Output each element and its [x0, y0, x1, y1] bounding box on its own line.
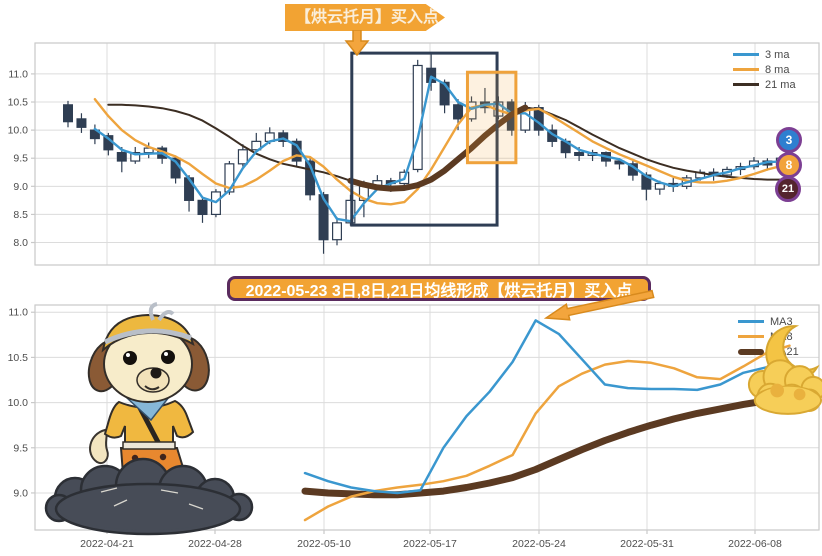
- signal-arrow-icon: [543, 289, 655, 321]
- ma3-line-swatch: [733, 53, 759, 56]
- y-tick-label: 9.0: [13, 487, 28, 499]
- ma21-line-swatch: [733, 83, 759, 86]
- legend-label: MA3: [770, 315, 793, 328]
- ma3-line-swatch: [738, 320, 764, 323]
- legend-row: 8 ma: [733, 62, 796, 77]
- legend-label: 8 ma: [765, 63, 790, 76]
- x-tick-label: 2022-05-31: [620, 538, 674, 550]
- x-tick-label: 2022-06-08: [728, 538, 782, 550]
- ma8-badge: 8: [776, 152, 802, 178]
- y-tick-label: 10.0: [8, 125, 29, 137]
- ma8-line-swatch: [738, 335, 764, 338]
- ma-legend-top: 3 ma 8 ma 21 ma: [733, 47, 796, 92]
- legend-row: 21 ma: [733, 77, 796, 92]
- x-tick-label: 2022-05-10: [297, 538, 351, 550]
- ma3-badge: 3: [776, 127, 802, 153]
- legend-label: 21 ma: [765, 78, 796, 91]
- dog-mascot-illustration: [44, 302, 254, 536]
- cloud-moon-icon: [747, 325, 822, 415]
- x-tick-label: 2022-05-24: [512, 538, 566, 550]
- y-tick-label: 11.0: [8, 307, 28, 319]
- pattern-highlight-box: [350, 51, 499, 227]
- x-tick-label: 2022-05-17: [403, 538, 457, 550]
- pattern-banner: 【烘云托月】买入点: [285, 4, 445, 31]
- x-tick-label: 2022-04-28: [188, 538, 242, 550]
- signal-banner: 2022-05-23 3日,8日,21日均线形成【烘云托月】买入点: [227, 276, 651, 301]
- y-tick-label: 10.5: [8, 352, 29, 364]
- ma21-thick-swatch: [738, 348, 764, 355]
- y-tick-label: 11.0: [8, 68, 28, 80]
- y-tick-label: 8.0: [13, 237, 28, 249]
- entry-highlight-box: [465, 70, 518, 165]
- y-tick-label: 9.5: [13, 153, 28, 165]
- ma21-badge: 21: [775, 176, 801, 202]
- y-tick-label: 9.5: [13, 442, 28, 454]
- y-tick-label: 10.0: [8, 397, 29, 409]
- ma8-line-swatch: [733, 68, 759, 71]
- banner-arrow-down-icon: [344, 30, 370, 56]
- y-tick-label: 10.5: [8, 97, 29, 109]
- legend-label: 3 ma: [765, 48, 790, 61]
- legend-row: MA3: [738, 314, 799, 329]
- legend-row: 3 ma: [733, 47, 796, 62]
- y-tick-label: 9.0: [13, 181, 28, 193]
- y-tick-label: 8.5: [13, 209, 28, 221]
- axes-grid: 11.0 10.5 10.0 9.5 9.0 2022-04-21 2022-04-28 20…: [8, 304, 820, 550]
- x-tick-label: 2022-04-21: [80, 538, 134, 550]
